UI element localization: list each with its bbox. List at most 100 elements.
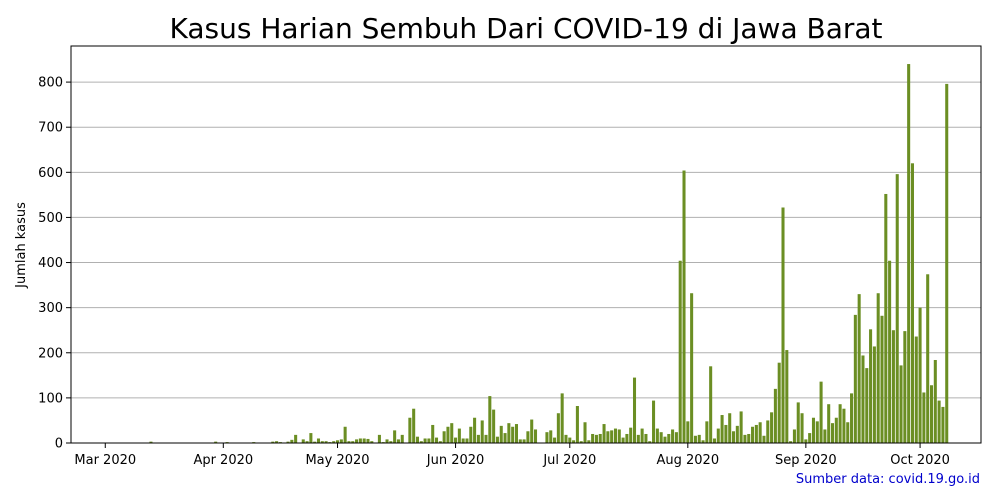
bar [895,174,899,443]
bar [621,437,625,443]
bar [362,438,366,443]
y-tick-label: 0 [55,437,63,452]
bar [473,417,477,443]
bar [830,423,835,443]
bar [728,413,732,443]
bar [697,434,701,443]
bar [290,439,294,443]
bar [149,441,153,443]
bar [366,438,370,443]
bar [358,438,362,443]
bar [347,441,351,443]
bar [629,427,633,443]
bar [305,441,309,443]
bar [488,396,492,443]
bar [899,365,903,443]
bar [545,432,549,443]
y-tick-label: 700 [38,121,63,136]
bar [214,441,218,443]
bar [343,426,347,443]
bar [731,431,736,443]
bar [869,329,873,443]
bar [846,422,850,443]
y-tick-label: 300 [38,301,63,316]
bar [648,441,652,443]
bar [556,413,560,443]
bar [929,385,934,443]
bar [610,430,614,443]
bar [667,433,671,443]
gridlines [71,81,981,444]
bar [324,441,328,443]
bar [469,426,473,443]
bar [275,441,279,443]
bar [465,438,469,443]
bar [423,438,427,443]
bar [309,433,313,443]
bar [396,439,400,443]
bar [564,434,568,443]
bar [918,307,922,443]
bars [149,64,949,444]
bar [693,435,697,443]
bar [914,336,918,443]
bar [514,424,519,443]
bar [602,424,606,443]
bar [716,428,720,443]
bar [773,388,777,443]
bar [686,421,690,443]
bar [301,439,305,443]
bar [377,434,381,443]
x-tick-label: Aug 2020 [657,453,720,468]
x-tick-label: Mar 2020 [74,453,136,468]
bar [850,393,854,443]
y-tick-label: 400 [38,256,63,271]
bar [526,431,530,443]
bar [842,408,846,443]
bar [583,422,587,443]
bar [663,436,667,443]
bar [792,429,796,443]
bar [435,437,439,443]
y-tick-label: 500 [38,211,63,226]
bar [861,355,865,443]
bar [770,412,774,443]
bar [446,426,450,443]
bar [891,330,895,443]
bar [385,439,389,443]
bar [549,430,553,443]
bar [568,437,572,443]
bar [613,428,617,443]
bar [495,436,499,443]
bar [640,428,644,443]
bar [419,441,423,443]
bar [412,408,416,443]
bar [880,315,884,443]
bar [438,441,442,443]
bar [415,436,420,443]
bar [400,434,404,443]
bar [572,440,576,443]
x-tick-label: Sep 2020 [775,453,837,468]
bar [575,406,579,443]
bar [720,415,724,443]
bar [796,402,800,443]
bar [819,381,823,443]
plot-frame [70,45,982,444]
bar [739,411,743,443]
y-tick-label: 600 [38,166,63,181]
bar [271,441,275,443]
bar [827,404,831,443]
bar [476,434,480,443]
bar [461,438,465,443]
bar [735,425,739,443]
bar [823,429,827,443]
x-tick-label: Jun 2020 [426,453,485,468]
bar [674,432,678,443]
bar [754,424,758,443]
bar [705,421,709,443]
bar [857,294,861,443]
bar [690,293,694,443]
bar [389,441,393,443]
